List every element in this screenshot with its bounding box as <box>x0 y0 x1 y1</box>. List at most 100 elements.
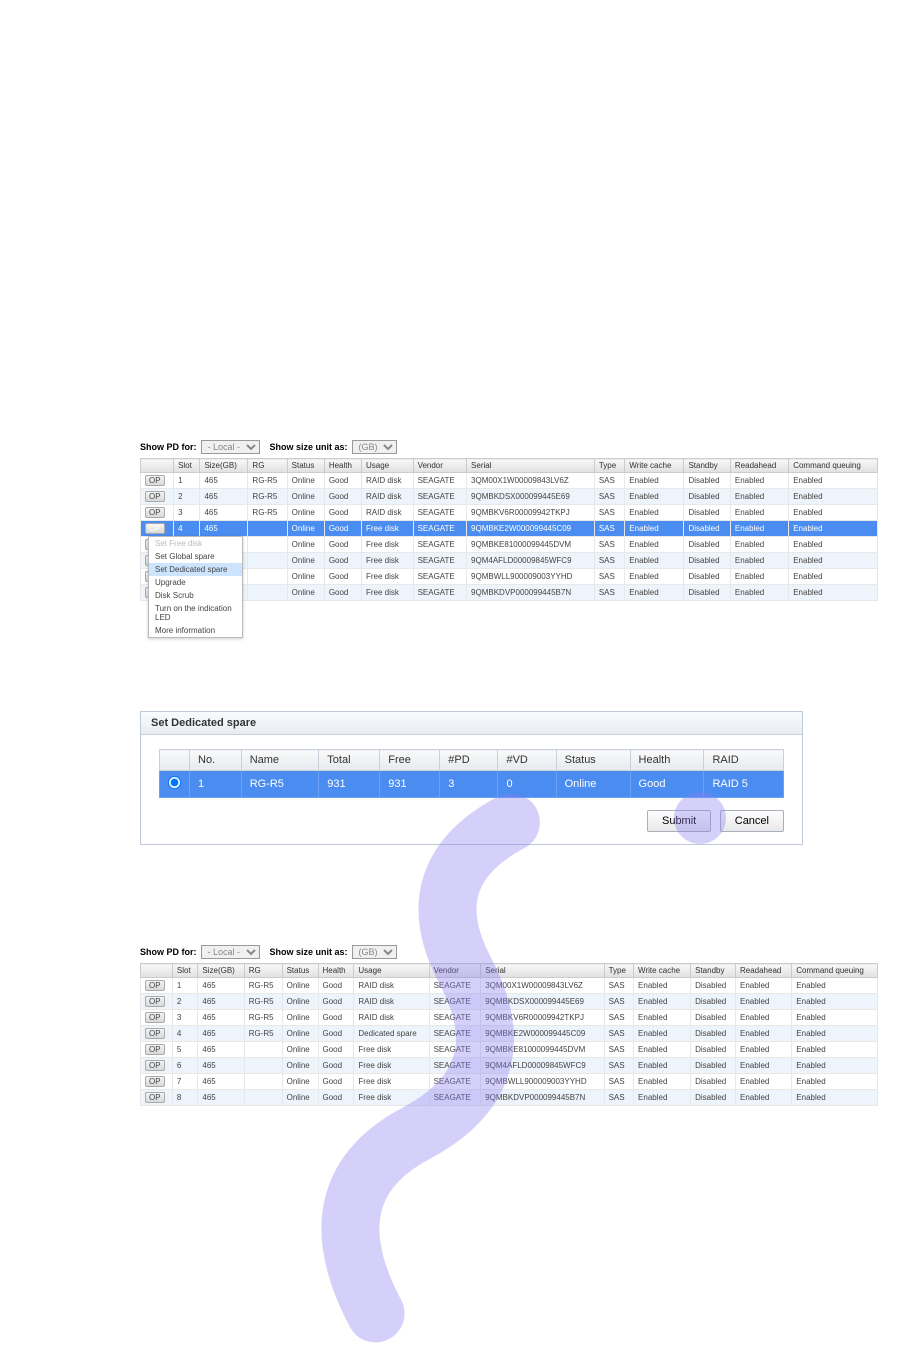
cell: Enabled <box>735 978 791 994</box>
cell: Enabled <box>789 521 878 537</box>
op-button[interactable]: OP <box>145 996 165 1007</box>
cell: SEAGATE <box>429 1042 481 1058</box>
table-row[interactable]: OP3465RG-R5OnlineGoodRAID diskSEAGATE9QM… <box>141 1010 878 1026</box>
op-button[interactable]: OP <box>145 1092 165 1103</box>
cell: Disabled <box>691 994 736 1010</box>
cell: Good <box>324 585 361 601</box>
cell: Good <box>318 978 354 994</box>
cell: Enabled <box>735 1058 791 1074</box>
table-row[interactable]: OP5465OnlineGoodFree diskSEAGATE9QMBKE81… <box>141 1042 878 1058</box>
cell: Enabled <box>634 994 691 1010</box>
size-unit-select[interactable]: (GB) <box>352 440 397 454</box>
context-menu-item[interactable]: More information <box>149 624 242 637</box>
cell: Enabled <box>634 1026 691 1042</box>
op-button[interactable]: OP <box>145 1060 165 1071</box>
column-header: Name <box>241 750 319 771</box>
cell: RAID disk <box>361 489 413 505</box>
cell: Good <box>324 505 361 521</box>
cell: SAS <box>604 994 633 1010</box>
table-row[interactable]: OP6465OnlineGoodFree diskSEAGATE9QM4AFLD… <box>141 1058 878 1074</box>
cell: Enabled <box>735 1010 791 1026</box>
table-row[interactable]: OP4465OnlineGoodFree diskSEAGATE9QMBKE2W… <box>141 521 878 537</box>
table-row[interactable]: OP4465RG-R5OnlineGoodDedicated spareSEAG… <box>141 1026 878 1042</box>
column-header: Status <box>556 750 630 771</box>
cell: 465 <box>198 1026 244 1042</box>
op-button[interactable]: OP <box>145 1076 165 1087</box>
table-row[interactable]: OP6465OnlineGoodFree diskSEAGATE9QM4AFLD… <box>141 553 878 569</box>
cancel-button[interactable]: Cancel <box>720 810 784 832</box>
context-menu-item[interactable]: Set Global spare <box>149 550 242 563</box>
size-unit-select[interactable]: (GB) <box>352 945 397 959</box>
column-header <box>141 459 174 473</box>
op-button[interactable]: OP <box>145 1012 165 1023</box>
cell: Free disk <box>354 1058 429 1074</box>
cell: Online <box>282 1042 318 1058</box>
context-menu-item[interactable]: Turn on the indication LED <box>149 602 242 624</box>
column-header: Serial <box>467 459 595 473</box>
cell: RG-R5 <box>248 489 287 505</box>
cell: Online <box>287 537 324 553</box>
pd-for-select[interactable]: - Local - <box>201 440 260 454</box>
table-row[interactable]: OP8465OnlineGoodFree diskSEAGATE9QMBKDVP… <box>141 1090 878 1106</box>
cell <box>248 521 287 537</box>
cell: Online <box>282 1058 318 1074</box>
table-row[interactable]: OP1465RG-R5OnlineGoodRAID diskSEAGATE3QM… <box>141 978 878 994</box>
cell: 931 <box>380 771 440 798</box>
op-button[interactable]: OP <box>145 507 165 518</box>
op-button[interactable]: OP <box>145 491 165 502</box>
column-header: Status <box>287 459 324 473</box>
context-menu-item[interactable]: Upgrade <box>149 576 242 589</box>
cell: 9QMBKE2W000099445C09 <box>481 1026 604 1042</box>
cell: SEAGATE <box>429 1058 481 1074</box>
cell <box>244 1058 282 1074</box>
column-header: Health <box>324 459 361 473</box>
op-button[interactable]: OP <box>145 980 165 991</box>
table-header-row: No.NameTotalFree#PD#VDStatusHealthRAID <box>160 750 784 771</box>
cell: 2 <box>172 994 197 1010</box>
cell <box>248 537 287 553</box>
cell: Enabled <box>789 505 878 521</box>
context-menu[interactable]: Set Free diskSet Global spareSet Dedicat… <box>148 536 243 638</box>
op-button[interactable]: OP <box>145 1044 165 1055</box>
cell: 4 <box>172 1026 197 1042</box>
context-menu-item[interactable]: Set Dedicated spare <box>149 563 242 576</box>
cell: SAS <box>604 1090 633 1106</box>
cell: Disabled <box>691 1042 736 1058</box>
cell: Good <box>324 537 361 553</box>
cell: 1 <box>190 771 242 798</box>
column-header: Serial <box>481 964 604 978</box>
table-row[interactable]: 1RG-R593193130OnlineGoodRAID 5 <box>160 771 784 798</box>
op-button[interactable]: OP <box>145 1028 165 1039</box>
column-header: Usage <box>354 964 429 978</box>
cell: 7 <box>172 1074 197 1090</box>
cell: Good <box>318 1042 354 1058</box>
cell: Disabled <box>691 1010 736 1026</box>
table-row[interactable]: OP7465OnlineGoodFree diskSEAGATE9QMBWLL9… <box>141 1074 878 1090</box>
table-row[interactable]: OP5465OnlineGoodFree diskSEAGATE9QMBKE81… <box>141 537 878 553</box>
cell: RG-R5 <box>248 505 287 521</box>
cell: SAS <box>604 1042 633 1058</box>
cell: Enabled <box>735 1090 791 1106</box>
cell: SEAGATE <box>413 537 466 553</box>
table-row[interactable]: OP2465RG-R5OnlineGoodRAID diskSEAGATE9QM… <box>141 489 878 505</box>
cell: Online <box>282 1074 318 1090</box>
table-row[interactable]: OP2465RG-R5OnlineGoodRAID diskSEAGATE9QM… <box>141 994 878 1010</box>
column-header: Command queuing <box>792 964 878 978</box>
cell: Free disk <box>361 553 413 569</box>
pd-for-select[interactable]: - Local - <box>201 945 260 959</box>
context-menu-item[interactable]: Disk Scrub <box>149 589 242 602</box>
op-cell: OP <box>141 521 174 537</box>
column-header: Type <box>604 964 633 978</box>
cell: Good <box>630 771 704 798</box>
cell: RAID disk <box>354 978 429 994</box>
op-button[interactable]: OP <box>145 475 165 486</box>
table-row[interactable]: OP1465RG-R5OnlineGoodRAID diskSEAGATE3QM… <box>141 473 878 489</box>
op-button[interactable]: OP <box>145 523 165 534</box>
cell: Enabled <box>634 978 691 994</box>
rg-select-radio[interactable] <box>168 776 181 789</box>
submit-button[interactable]: Submit <box>647 810 711 832</box>
column-header: #VD <box>498 750 556 771</box>
table-row[interactable]: OP8465OnlineGoodFree diskSEAGATE9QMBKDVP… <box>141 585 878 601</box>
table-row[interactable]: OP3465RG-R5OnlineGoodRAID diskSEAGATE9QM… <box>141 505 878 521</box>
table-row[interactable]: OP7465OnlineGoodFree diskSEAGATE9QMBWLL9… <box>141 569 878 585</box>
